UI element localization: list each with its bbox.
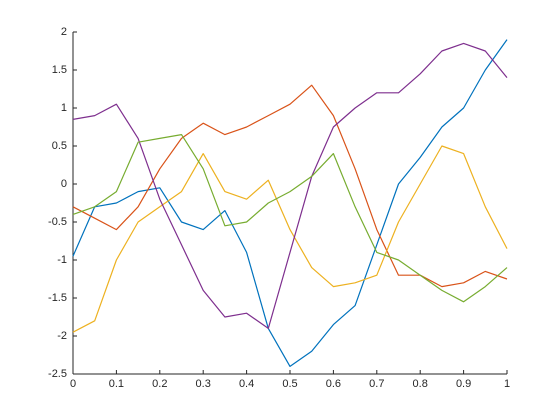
y-tick-label: 0 xyxy=(61,178,67,190)
x-tick-label: 0 xyxy=(70,378,76,390)
y-tick-label: -1 xyxy=(57,254,67,266)
data-line xyxy=(72,42,508,329)
y-tick-label: -2 xyxy=(57,330,67,342)
x-tick-label: 0.2 xyxy=(152,378,167,390)
y-tick-label: -2.5 xyxy=(48,368,67,380)
x-tick-label: 0.5 xyxy=(282,378,297,390)
data-line xyxy=(72,134,508,303)
x-tick-label: 0.4 xyxy=(239,378,254,390)
x-tick-label: 0.9 xyxy=(456,378,471,390)
x-tick-label: 0.3 xyxy=(196,378,211,390)
x-tick-label: 0.8 xyxy=(413,378,428,390)
x-tick-label: 1 xyxy=(504,378,510,390)
x-tick-label: 0.6 xyxy=(326,378,341,390)
x-tick-label: 0.7 xyxy=(369,378,384,390)
data-line xyxy=(72,145,508,333)
y-tick-label: 1.5 xyxy=(52,64,67,76)
y-tick-label: 1 xyxy=(61,102,67,114)
x-tick-label: 0.1 xyxy=(109,378,124,390)
y-tick-label: -0.5 xyxy=(48,216,67,228)
y-tick-label: 2 xyxy=(61,26,67,38)
y-tick-label: 0.5 xyxy=(52,140,67,152)
y-tick-label: -1.5 xyxy=(48,292,67,304)
data-line xyxy=(72,39,508,367)
data-line xyxy=(72,84,508,288)
